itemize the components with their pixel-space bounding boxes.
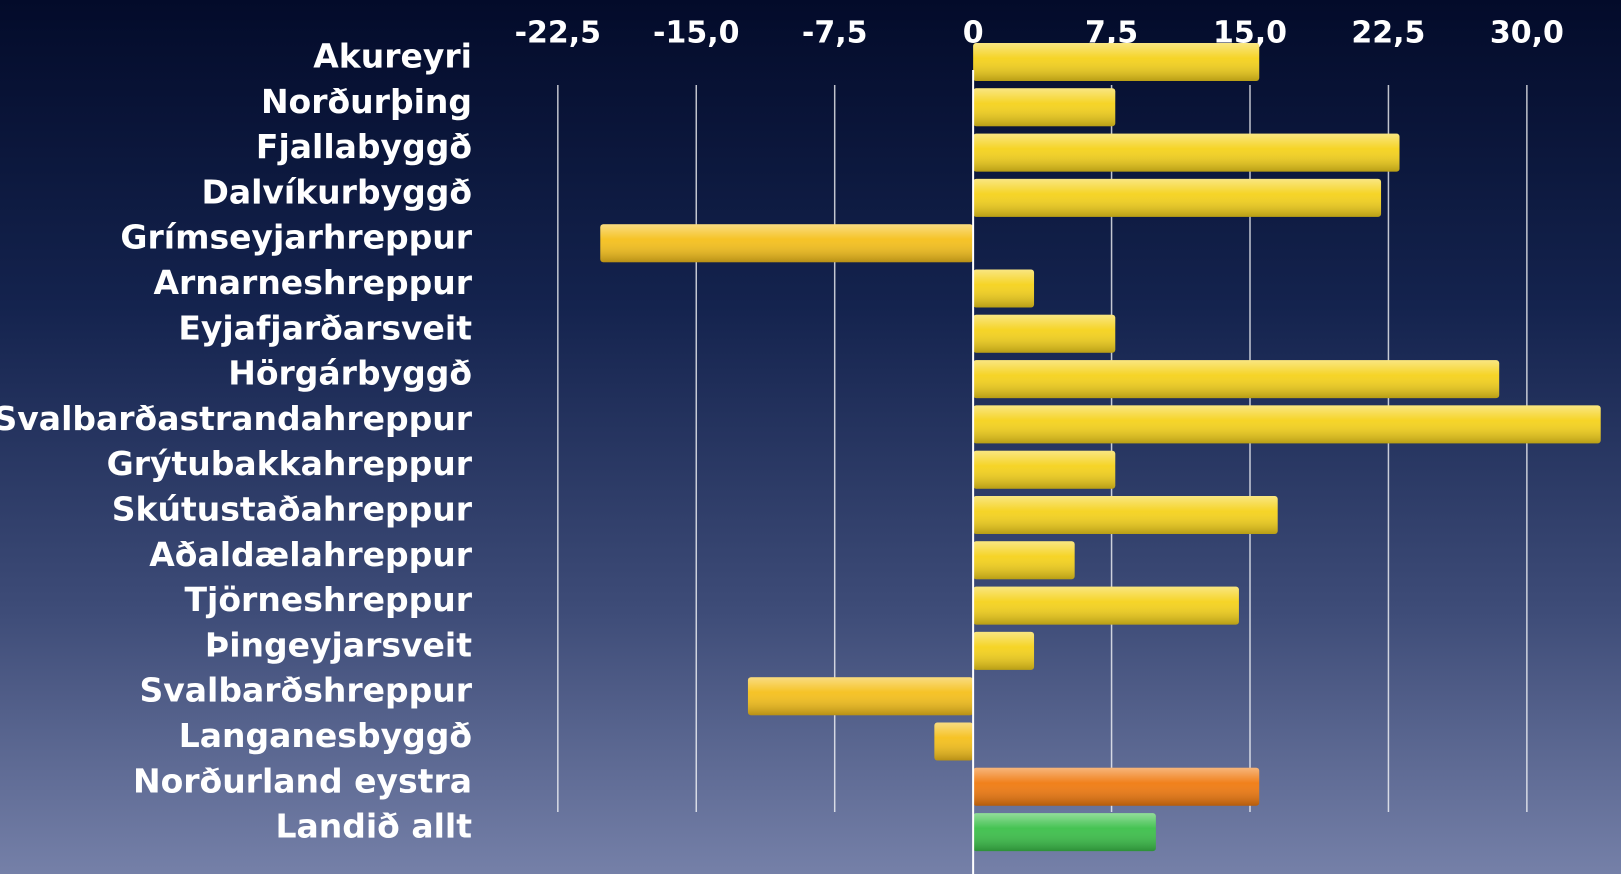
x-tick-label: 30,0 [1490,16,1564,51]
category-label: Grímseyjarhreppur [120,218,472,257]
bar-shine [973,133,1400,172]
bar-shine [973,450,1116,489]
bar-shine [747,677,974,716]
category-label: Svalbarðshreppur [140,671,473,710]
bar-shine [973,541,1075,580]
bar-shine [973,767,1260,806]
bar-shine [973,43,1260,81]
bar-shine [973,88,1116,127]
category-label: Hörgárbyggð [228,354,472,393]
x-tick-label: 0 [963,16,984,51]
x-tick-label: -22,5 [515,16,601,51]
category-label: Grýtubakkahreppur [107,444,473,483]
category-label: Landið allt [275,807,472,846]
category-label: Aðaldælahreppur [149,535,472,574]
category-label: Svalbarðastrandahreppur [0,399,473,438]
bar-shine [973,178,1382,217]
x-tick-label: -15,0 [653,16,739,51]
category-label: Akureyri [313,37,472,76]
category-label: Eyjafjarðarsveit [178,308,472,347]
category-label: Dalvíkurbyggð [201,172,472,211]
bar-shine [973,813,1156,852]
category-label: Norðurþing [261,82,472,121]
category-label: Langanesbyggð [179,716,472,755]
bar-shine [973,314,1116,353]
bar-shine [973,496,1278,534]
category-label: Norðurland eystra [133,761,472,800]
category-label: Tjörneshreppur [185,580,473,619]
category-label: Skútustaðahreppur [112,490,473,529]
bar-shine [973,631,1035,670]
bar-shine [934,722,974,761]
bar-shine [600,224,974,263]
bar-shine [973,269,1035,308]
category-label: Arnarneshreppur [153,263,472,302]
bar-shine [973,405,1601,444]
x-tick-label: -7,5 [802,16,868,51]
bar-shine [973,586,1239,625]
category-label: Þingeyjarsveit [205,625,472,664]
category-label: Fjallabyggð [256,127,472,166]
x-tick-label: 22,5 [1351,16,1425,51]
bar-shine [973,360,1500,399]
